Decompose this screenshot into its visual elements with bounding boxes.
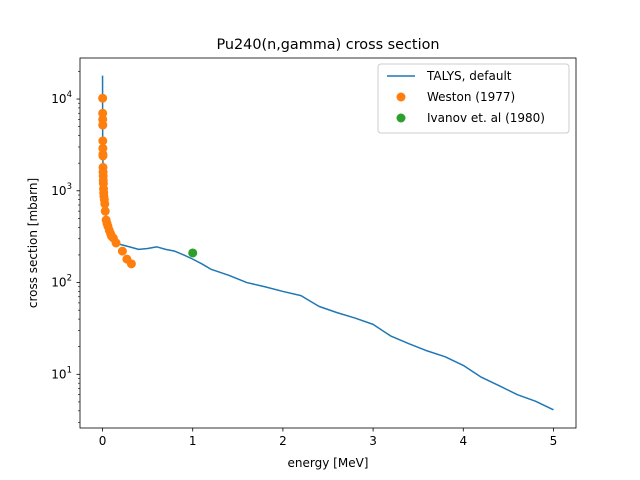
x-tick-label: 1 — [189, 434, 197, 448]
y-tick-label: 101 — [51, 365, 72, 381]
y-axis-label: cross section [mbarn] — [26, 178, 40, 308]
legend-label-weston: Weston (1977) — [427, 90, 515, 104]
data-point-weston — [117, 246, 127, 256]
legend-label-ivanov: Ivanov et. al (1980) — [427, 111, 545, 125]
y-tick-label: 102 — [51, 274, 72, 290]
y-tick-label: 104 — [51, 90, 72, 106]
data-point-weston — [100, 199, 110, 209]
data-point-weston — [98, 136, 108, 146]
x-tick-label: 5 — [550, 434, 558, 448]
data-point-weston — [126, 259, 136, 269]
legend-label-talys: TALYS, default — [426, 69, 512, 83]
data-point-ivanov — [188, 248, 198, 258]
y-axis: 101 102 103 104 — [51, 71, 80, 423]
data-point-weston — [98, 151, 108, 161]
legend: TALYS, default Weston (1977) Ivanov et. … — [377, 63, 570, 134]
x-tick-label: 4 — [459, 434, 467, 448]
legend-frame — [377, 63, 570, 134]
x-tick-label: 2 — [279, 434, 287, 448]
data-point-weston — [98, 120, 108, 130]
x-tick-label: 3 — [369, 434, 377, 448]
legend-marker-ivanov — [396, 113, 406, 123]
legend-marker-weston — [396, 92, 406, 102]
data-point-weston — [100, 206, 110, 216]
data-point-weston — [111, 238, 121, 248]
chart-title: Pu240(n,gamma) cross section — [216, 37, 439, 53]
y-tick-label: 103 — [51, 182, 72, 198]
data-point-weston — [98, 93, 108, 103]
x-axis-label: energy [MeV] — [288, 456, 369, 470]
plot-area — [98, 75, 554, 411]
plot-frame — [79, 57, 577, 429]
x-axis: 0 1 2 3 4 5 — [99, 428, 558, 448]
x-tick-label: 0 — [99, 434, 107, 448]
